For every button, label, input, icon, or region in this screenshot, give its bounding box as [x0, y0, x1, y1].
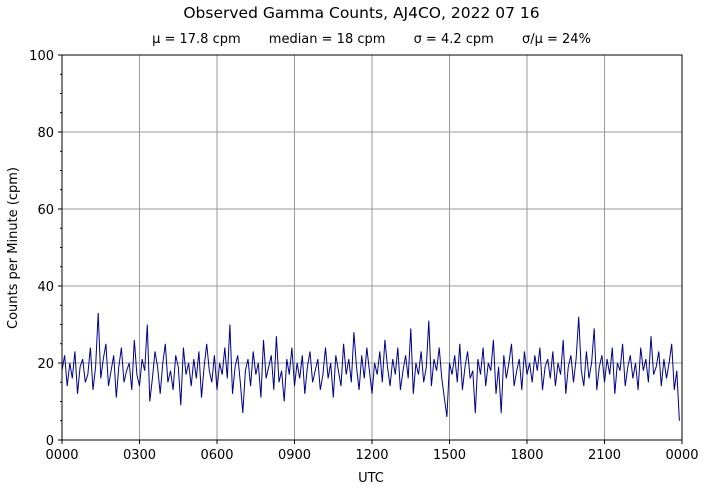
- x-tick-label: 1500: [433, 448, 466, 463]
- x-tick-label: 2100: [588, 448, 621, 463]
- y-tick-label: 80: [37, 126, 54, 141]
- stat-median: median = 18 cpm: [268, 32, 386, 47]
- y-tick-label: 40: [37, 280, 54, 295]
- x-tick-label: 0600: [200, 448, 233, 463]
- chart-title: Observed Gamma Counts, AJ4CO, 2022 07 16: [183, 4, 540, 22]
- x-tick-label: 0000: [45, 448, 78, 463]
- y-tick-label: 20: [37, 357, 54, 372]
- y-tick-label: 60: [37, 203, 54, 218]
- chart-subtitle: μ = 17.8 cpm median = 18 cpm σ = 4.2 cpm…: [0, 32, 705, 47]
- stat-sigma: σ = 4.2 cpm: [413, 32, 494, 47]
- y-tick-label: 0: [46, 434, 54, 449]
- stat-cv: σ/μ = 24%: [521, 32, 591, 47]
- y-axis-label: Counts per Minute (cpm): [6, 167, 21, 329]
- x-tick-label: 1800: [510, 448, 543, 463]
- x-tick-label: 0900: [278, 448, 311, 463]
- stat-mean: μ = 17.8 cpm: [152, 32, 241, 47]
- grid: [62, 55, 682, 440]
- y-tick-label: 100: [29, 49, 54, 64]
- x-tick-label: 1200: [355, 448, 388, 463]
- ticks: 0000 0300 0600 0900 1200 1500 1800 2100 00000204…: [29, 49, 698, 463]
- x-axis-label: UTC: [358, 471, 384, 486]
- x-tick-label: 0000: [665, 448, 698, 463]
- gamma-count-line: [61, 312, 680, 421]
- x-tick-label: 0300: [123, 448, 156, 463]
- series: [61, 312, 680, 421]
